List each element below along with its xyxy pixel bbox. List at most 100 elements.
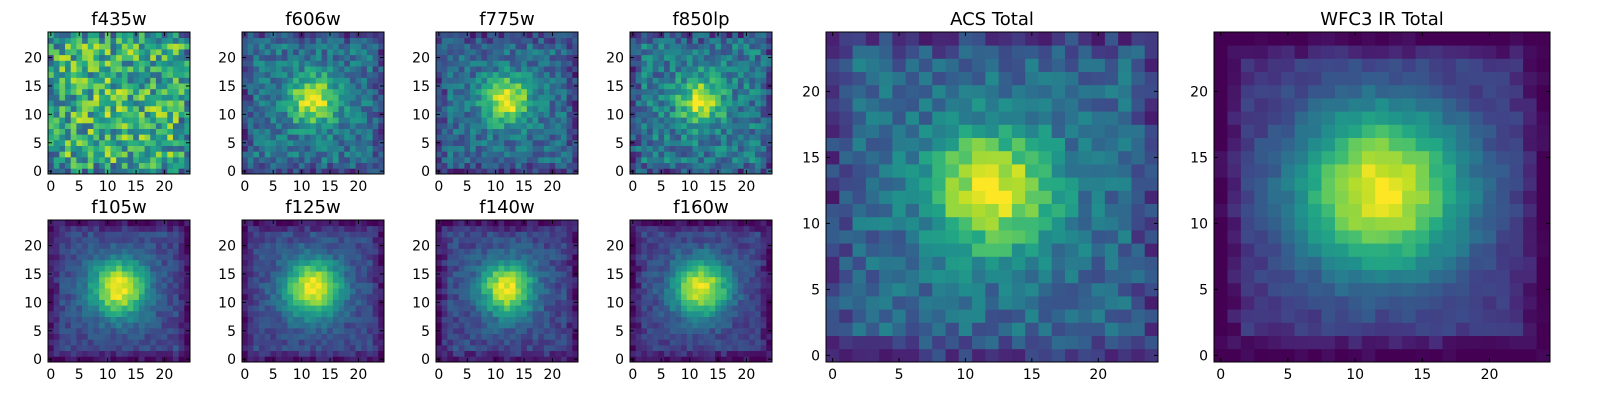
heatmap-cell — [475, 299, 482, 306]
heatmap-cell — [509, 344, 516, 352]
heatmap-cell — [709, 100, 716, 107]
heatmap-cell — [732, 111, 739, 118]
heatmap-cell — [332, 54, 339, 61]
heatmap-cell — [315, 276, 322, 283]
heatmap-cell — [453, 305, 460, 312]
heatmap-cell — [737, 299, 744, 306]
heatmap-cell — [487, 339, 494, 346]
heatmap-cell — [321, 316, 328, 323]
heatmap-cell — [664, 32, 671, 39]
heatmap-cell — [93, 327, 100, 334]
heatmap-cell — [361, 254, 368, 261]
heatmap-cell — [737, 156, 744, 164]
heatmap-cell — [641, 151, 648, 158]
heatmap-cell — [361, 271, 368, 278]
heatmap-cell — [133, 111, 140, 118]
heatmap-cell — [515, 134, 522, 141]
heatmap-cell — [703, 49, 710, 56]
heatmap-cell — [281, 111, 288, 118]
heatmap-cell — [658, 54, 665, 61]
heatmap-cell — [138, 111, 145, 118]
heatmap-cell — [281, 134, 288, 141]
heatmap-cell — [441, 37, 448, 44]
heatmap-cell — [172, 117, 180, 124]
heatmap-cell — [487, 105, 494, 112]
heatmap-cell — [259, 231, 266, 238]
heatmap-cell — [178, 77, 185, 84]
heatmap-cell — [543, 162, 550, 169]
heatmap-cell — [572, 49, 579, 56]
heatmap-cell — [298, 66, 305, 73]
heatmap-cell — [104, 265, 111, 272]
heatmap-cell — [749, 71, 756, 78]
heatmap-cell — [555, 49, 562, 56]
panel-frame — [47, 219, 191, 363]
heatmap-cell — [172, 231, 180, 238]
heatmap-cell — [247, 242, 254, 249]
heatmap-cell — [304, 117, 311, 124]
heatmap-cell — [242, 77, 249, 84]
heatmap-cell — [110, 316, 117, 323]
heatmap-cell — [549, 288, 556, 295]
heatmap-cell — [543, 54, 550, 61]
heatmap-cell — [475, 100, 482, 107]
heatmap-cell — [338, 344, 345, 352]
heatmap-cell — [338, 88, 345, 95]
heatmap-cell — [82, 327, 89, 334]
heatmap-cell — [287, 271, 294, 278]
heatmap-cell — [630, 88, 637, 95]
heatmap-cell — [732, 145, 739, 152]
heatmap-cell — [349, 168, 356, 175]
heatmap-cell — [344, 37, 351, 44]
heatmap-cell — [298, 71, 305, 78]
heatmap-cell — [172, 111, 180, 118]
heatmap-cell — [361, 151, 368, 158]
heatmap-cell — [99, 271, 106, 278]
heatmap-cell — [675, 60, 682, 67]
heatmap-cell — [475, 111, 482, 118]
heatmap-cell — [332, 60, 339, 67]
heatmap-cell — [754, 276, 762, 283]
heatmap-cell — [172, 350, 180, 357]
heatmap-cell — [361, 316, 368, 323]
heatmap-cell — [504, 77, 511, 84]
heatmap-cell — [70, 54, 77, 61]
heatmap-cell — [652, 88, 659, 95]
heatmap-cell — [726, 43, 733, 50]
heatmap-cell — [509, 156, 516, 164]
heatmap-cell — [475, 83, 482, 90]
heatmap-cell — [743, 339, 750, 346]
heatmap-cell — [87, 71, 94, 78]
heatmap-cell — [749, 339, 756, 346]
heatmap-cell — [538, 356, 545, 363]
heatmap-cell — [321, 271, 328, 278]
heatmap-cell — [481, 327, 488, 334]
heatmap-cell — [178, 162, 185, 169]
heatmap-cell — [521, 237, 528, 244]
heatmap-cell — [515, 293, 522, 300]
heatmap-cell — [641, 54, 648, 61]
heatmap-cell — [116, 66, 123, 73]
heatmap-cell — [453, 350, 460, 357]
heatmap-cell — [93, 122, 100, 129]
heatmap-cell — [76, 134, 83, 141]
heatmap-cell — [726, 299, 733, 306]
heatmap-cell — [549, 128, 556, 135]
heatmap-cell — [76, 100, 83, 107]
heatmap-cell — [361, 32, 368, 39]
heatmap-cell — [65, 88, 72, 95]
heatmap-cell — [327, 111, 334, 118]
heatmap-cell — [543, 37, 550, 44]
heatmap-cell — [726, 77, 733, 84]
heatmap-cell — [572, 265, 579, 272]
heatmap-cell — [686, 344, 693, 352]
heatmap-cell — [259, 88, 266, 95]
heatmap-cell — [150, 83, 157, 90]
heatmap-cell — [155, 259, 162, 266]
heatmap-cell — [82, 259, 89, 266]
heatmap-cell — [287, 134, 294, 141]
heatmap-cell — [481, 293, 488, 300]
heatmap-cell — [737, 322, 744, 329]
heatmap-cell — [630, 105, 637, 112]
heatmap-cell — [475, 310, 482, 317]
